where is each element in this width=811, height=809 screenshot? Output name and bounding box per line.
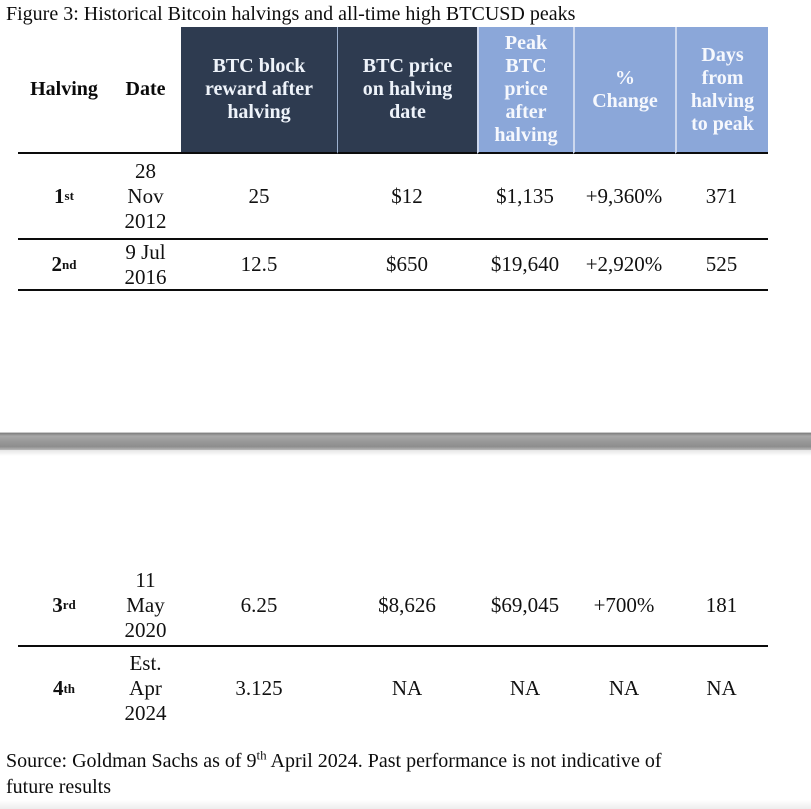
column-header-days-to-peak: Days from halving to peak	[675, 27, 768, 154]
row-3-ordinal-number: 3	[52, 592, 63, 617]
halvings-table-top: Halving Date BTC block reward after halv…	[18, 27, 768, 291]
row-1-peak-price: $1,135	[477, 154, 573, 240]
source-text-suffix: April 2024. Past performance is not indi…	[6, 750, 662, 798]
row-1-price-on-halving: $12	[337, 154, 477, 240]
row-3-days-to-peak: 181	[675, 565, 768, 647]
row-4-ordinal-number: 4	[52, 676, 64, 700]
row-2-days-to-peak: 525	[675, 240, 768, 291]
row-3-pct-change: +700%	[573, 565, 675, 647]
row-2-block-reward: 12.5	[181, 240, 337, 291]
row-4-price-on-halving: NA	[391, 676, 423, 700]
row-4-days-to-peak: NA	[706, 676, 737, 700]
source-note: Source: Goldman Sachs as of 9th April 20…	[6, 748, 798, 800]
row-1-ordinal-number: 1	[54, 183, 65, 208]
column-header-peak-price: Peak BTC price after halving	[477, 27, 573, 154]
splitter-shadow	[0, 450, 811, 456]
column-header-date: Date	[110, 27, 181, 154]
row-2-price-on-halving: $650	[337, 240, 477, 291]
row-2-pct-change: +2,920%	[573, 240, 675, 291]
row-3-price-on-halving: $8,626	[337, 565, 477, 647]
row-4-pct-change: NA	[608, 676, 640, 700]
row-3-block-reward: 6.25	[181, 565, 337, 647]
row-1-block-reward: 25	[181, 154, 337, 240]
pane-splitter-handle[interactable]	[0, 432, 811, 450]
row-3-peak-price: $69,045	[477, 565, 573, 647]
figure-title: Figure 3: Historical Bitcoin halvings an…	[6, 3, 576, 25]
row-4-date: Est. Apr 2024	[124, 651, 167, 725]
page-bottom-edge	[0, 800, 811, 809]
row-1-date: 28 Nov 2012	[110, 154, 181, 240]
row-1-days-to-peak: 371	[675, 154, 768, 240]
column-header-halving: Halving	[18, 27, 110, 154]
row-2-date: 9 Jul 2016	[110, 240, 181, 291]
row-4-block-reward: 3.125	[235, 676, 283, 700]
column-header-block-reward: BTC block reward after halving	[181, 27, 337, 154]
source-text-prefix: Source: Goldman Sachs as of 9	[6, 750, 257, 772]
row-1-pct-change: +9,360%	[573, 154, 675, 240]
row-2-ordinal-number: 2	[51, 252, 63, 276]
row-4-peak-price: NA	[509, 676, 541, 700]
row-3-date: 11 May 2020	[110, 565, 181, 647]
source-ordinal-suffix: th	[256, 747, 267, 763]
column-header-price-on-halving: BTC price on halving date	[337, 27, 477, 154]
column-header-pct-change: % Change	[573, 27, 675, 154]
row-2-peak-price: $19,640	[477, 240, 573, 291]
